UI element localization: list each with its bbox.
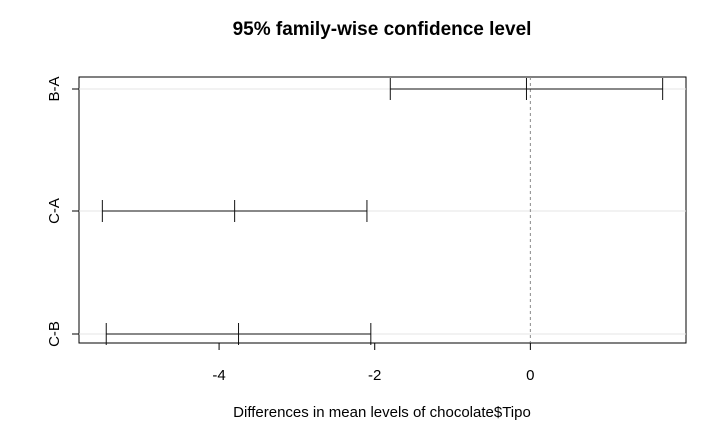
x-tick-label: -4 (212, 367, 225, 384)
x-axis: -4 -2 0 (212, 342, 535, 384)
x-tick-label: 0 (526, 367, 534, 384)
y-tick-label: B-A (46, 76, 63, 101)
y-tick-label: C-A (46, 198, 63, 224)
x-tick-label: -2 (368, 367, 381, 384)
x-axis-label: Differences in mean levels of chocolate$… (233, 404, 531, 421)
plot-frame (78, 76, 687, 344)
chart-title: 95% family-wise confidence level (233, 19, 532, 40)
confidence-intervals (101, 78, 664, 345)
y-tick-label: C-B (46, 321, 63, 347)
y-axis: B-A C-A C-B (46, 76, 79, 347)
